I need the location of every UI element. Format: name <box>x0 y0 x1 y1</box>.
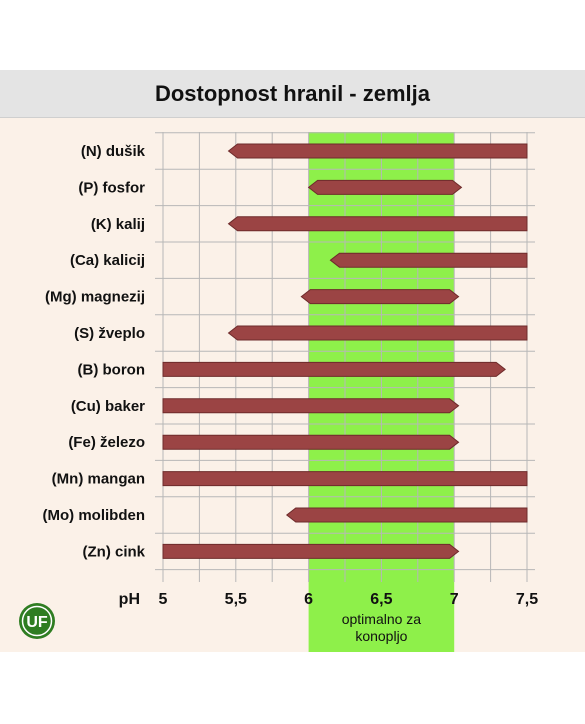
category-label: (Zn) cink <box>83 543 146 560</box>
category-label: (K) kalij <box>91 216 145 233</box>
uf-logo: UF <box>19 603 55 639</box>
optimal-range-label-line2: konopljo <box>355 628 407 644</box>
category-label: (P) fosfor <box>78 179 145 196</box>
x-tick-label: 7,5 <box>516 591 538 608</box>
category-label: (Mg) magnezij <box>45 289 145 306</box>
range-bar <box>227 325 528 341</box>
logo-text: UF <box>26 614 48 631</box>
range-bar <box>227 216 528 232</box>
range-bar <box>300 289 460 305</box>
range-bar <box>162 543 460 559</box>
category-label: (N) dušik <box>81 143 146 160</box>
range-bar <box>162 434 460 450</box>
x-tick-label: 6 <box>304 591 313 608</box>
range-bar <box>227 143 528 159</box>
chart-title: Dostopnost hranil - zemlja <box>154 81 431 106</box>
range-bar <box>162 361 506 377</box>
range-bar <box>329 252 528 268</box>
range-bar <box>285 507 528 523</box>
category-label: (Fe) železo <box>68 434 145 451</box>
category-label: (Cu) baker <box>71 398 145 415</box>
optimal-range-label-line1: optimalno za <box>342 611 422 627</box>
x-tick-label: 5 <box>159 591 168 608</box>
category-label: (Mn) mangan <box>52 471 145 488</box>
category-label: (B) boron <box>78 361 145 378</box>
category-label: (Mo) molibden <box>43 507 145 524</box>
range-bar <box>307 179 463 195</box>
category-label: (Ca) kalicij <box>70 252 145 269</box>
range-bar <box>162 398 460 414</box>
x-axis-label: pH <box>119 591 140 608</box>
x-tick-label: 6,5 <box>370 591 392 608</box>
x-tick-label: 7 <box>450 591 459 608</box>
title-band: Dostopnost hranil - zemlja <box>0 70 585 118</box>
range-bar <box>162 471 528 487</box>
category-label: (S) žveplo <box>74 325 145 342</box>
x-tick-label: 5,5 <box>225 591 247 608</box>
